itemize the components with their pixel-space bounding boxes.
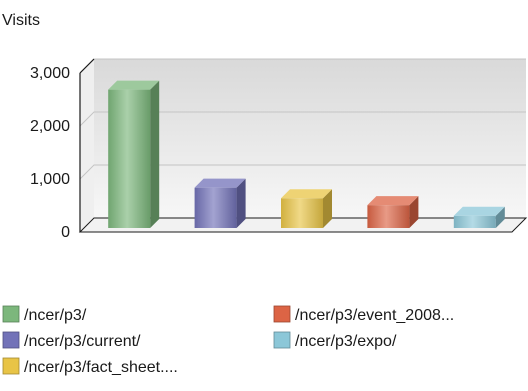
legend-label: /ncer/p3/ [24,307,87,324]
bar-top [453,206,505,216]
legend-swatch [273,331,291,349]
y-axis-title: Visits [2,12,40,29]
legend-item: /ncer/p3/expo/ [273,331,397,350]
legend-swatch [2,331,20,349]
grid-line [79,164,526,180]
bar [108,80,160,228]
bar-top [194,178,246,188]
bar-side [150,80,160,228]
bar-side [323,189,332,228]
bar-top [108,80,160,90]
y-tick-label: 2,000 [30,118,70,135]
legend-swatch [2,305,20,323]
left-wall [80,59,94,232]
bars [108,80,505,228]
legend-label: /ncer/p3/event_2008... [295,307,454,324]
y-axis-back-line [79,58,95,74]
bar [281,189,332,228]
legend-label: /ncer/p3/current/ [24,333,141,350]
bar-front [108,89,151,228]
bar [194,178,246,228]
legend-item: /ncer/p3/fact_sheet.... [2,357,178,376]
bar-front [281,198,323,228]
bar [453,206,505,228]
y-axis: 0 1,000 2,000 3,000 [30,58,95,241]
legend-item: /ncer/p3/event_2008... [273,305,454,324]
bar-side [236,178,246,228]
bar-front [453,215,496,228]
bar-side [495,206,505,228]
legend-label: /ncer/p3/fact_sheet.... [24,359,178,376]
legend-swatch [2,357,20,375]
legend-item: /ncer/p3/current/ [2,331,141,350]
back-wall [94,59,526,218]
legend-swatch [273,305,291,323]
bar-side [409,196,419,228]
legend: /ncer/p3/ /ncer/p3/current/ /ncer/p3/fact_… [2,305,454,376]
bar-top [281,189,332,199]
bar-front [194,187,237,228]
bar [367,196,419,228]
bar-top [367,196,419,206]
grid-line [79,111,526,127]
y-tick-label: 3,000 [30,65,70,82]
legend-label: /ncer/p3/expo/ [295,333,397,350]
legend-item: /ncer/p3/ [2,305,87,324]
y-tick-label: 1,000 [30,171,70,188]
bar-front [367,205,410,228]
y-tick-label: 0 [61,224,70,241]
